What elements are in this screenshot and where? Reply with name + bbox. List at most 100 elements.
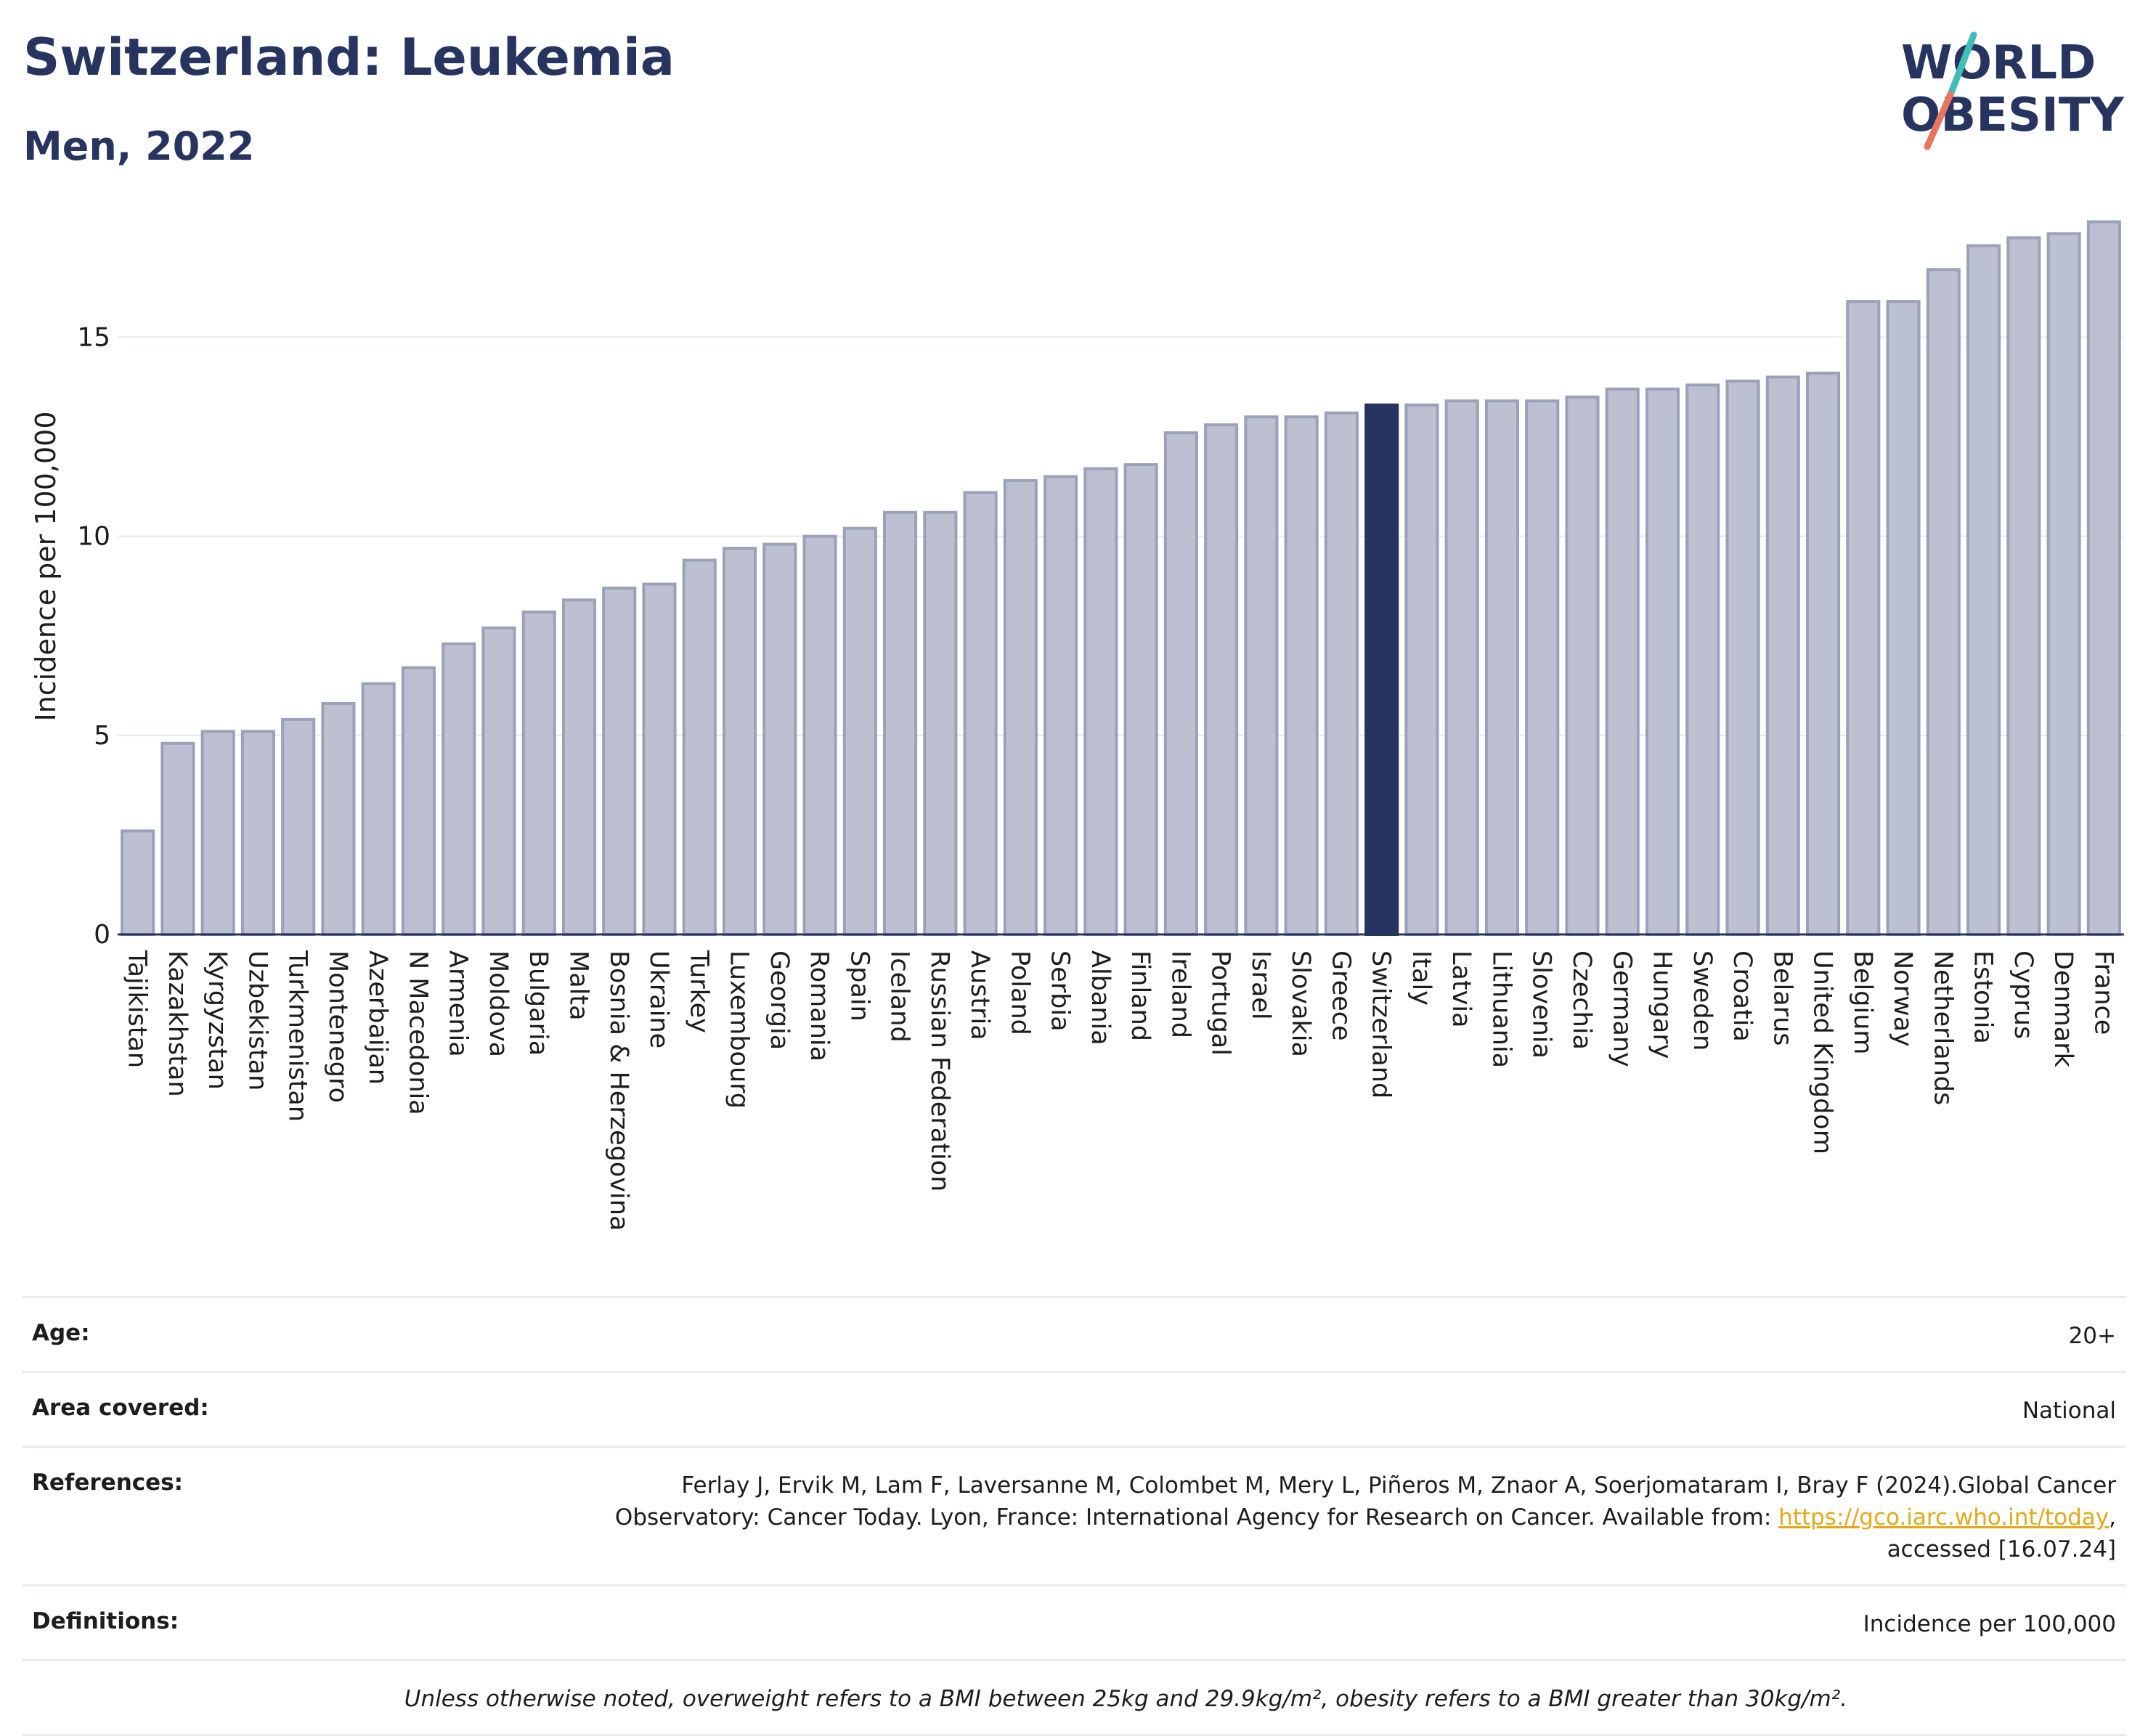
x-tick-label: Kazakhstan bbox=[163, 950, 192, 1097]
chart-subtitle: Men, 2022 bbox=[23, 123, 255, 169]
bar-norway bbox=[1886, 300, 1921, 936]
x-tick-label: Albania bbox=[1086, 950, 1115, 1046]
x-tick-label: Bosnia & Herzegovina bbox=[604, 950, 633, 1231]
bar-belarus bbox=[1765, 375, 1800, 936]
age-label: Age: bbox=[32, 1320, 90, 1346]
x-tick-label: Greece bbox=[1326, 950, 1355, 1041]
bar-kyrgyzstan bbox=[200, 730, 235, 936]
x-tick-label: Austria bbox=[965, 950, 994, 1040]
bar-chart: 0 5 10 15 Tajikistan Kazakhstan Kyrgyzstan Uzbe… bbox=[30, 220, 2124, 1231]
x-tick-label: Uzbekistan bbox=[243, 950, 272, 1091]
bar-azerbaijan bbox=[361, 682, 396, 936]
bar-belgium bbox=[1846, 300, 1881, 936]
x-tick-label: Iceland bbox=[885, 950, 914, 1043]
x-tick-label: Ireland bbox=[1165, 950, 1195, 1038]
info-table: Age: 20+ Area covered: National Referenc… bbox=[22, 1296, 2126, 1736]
x-tick-label: N Macedonia bbox=[403, 950, 432, 1115]
reference-text-1: Ferlay J, Ervik M, Lam F, Laversanne M, … bbox=[681, 1472, 2116, 1499]
info-row-definitions: Definitions: Incidence per 100,000 bbox=[22, 1586, 2126, 1661]
x-tick-label: United Kingdom bbox=[1808, 950, 1837, 1154]
bar-romania bbox=[802, 534, 837, 936]
bar-kazakhstan bbox=[160, 741, 195, 936]
bars bbox=[121, 220, 2121, 937]
bar-bulgaria bbox=[521, 610, 556, 936]
y-axis-title: Incidence per 100,000 bbox=[30, 411, 62, 721]
bar-united-kingdom bbox=[1805, 371, 1841, 936]
x-tick-label: Netherlands bbox=[1928, 950, 1957, 1105]
bar-n-macedonia bbox=[401, 666, 436, 936]
bmi-note: Unless otherwise noted, overweight refer… bbox=[404, 1686, 1847, 1712]
bar-serbia bbox=[1044, 475, 1078, 936]
bar-turkmenistan bbox=[281, 717, 316, 937]
x-tick-label: Romania bbox=[805, 950, 834, 1061]
bar-ukraine bbox=[642, 582, 677, 936]
info-row-references: References: Ferlay J, Ervik M, Lam F, La… bbox=[22, 1448, 2126, 1586]
bar-switzerland bbox=[1364, 403, 1399, 936]
references-label: References: bbox=[32, 1470, 184, 1496]
bar-georgia bbox=[762, 542, 797, 936]
x-tick-label: Lithuania bbox=[1486, 950, 1516, 1068]
info-row-area: Area covered: National bbox=[22, 1373, 2126, 1448]
bar-cyprus bbox=[2006, 236, 2041, 936]
world-obesity-logo: WORLD OBESITY bbox=[1901, 31, 2124, 150]
bar-montenegro bbox=[321, 701, 356, 936]
y-tick-label: 0 bbox=[94, 920, 110, 950]
reference-text-2: Observatory: Cancer Today. Lyon, France:… bbox=[614, 1504, 1779, 1531]
definitions-value: Incidence per 100,000 bbox=[1863, 1611, 2116, 1637]
y-tick-label: 10 bbox=[77, 522, 110, 552]
x-tick-label: Malta bbox=[564, 950, 593, 1021]
x-tick-label: Latvia bbox=[1447, 950, 1476, 1028]
bar-turkey bbox=[682, 558, 717, 936]
bar-lithuania bbox=[1484, 399, 1520, 936]
x-tick-label: Moldova bbox=[484, 950, 513, 1057]
x-tick-label: Poland bbox=[1005, 950, 1034, 1035]
age-value: 20+ bbox=[2068, 1323, 2116, 1349]
bar-moldova bbox=[481, 626, 516, 936]
bar-uzbekistan bbox=[240, 730, 275, 936]
logo-slash-coral bbox=[1924, 91, 1954, 150]
bar-france bbox=[2086, 220, 2121, 936]
x-tick-label: Bulgaria bbox=[524, 950, 553, 1056]
info-row-note: Unless otherwise noted, overweight refer… bbox=[22, 1661, 2126, 1736]
bar-luxembourg bbox=[722, 547, 757, 936]
info-row-age: Age: 20+ bbox=[22, 1298, 2126, 1373]
x-tick-label: Serbia bbox=[1046, 950, 1075, 1032]
reference-text-4: accessed [16.07.24] bbox=[1887, 1536, 2116, 1562]
bar-bosnia-herzegovina bbox=[602, 586, 637, 936]
bar-netherlands bbox=[1926, 268, 1961, 936]
reference-link[interactable]: https://gco.iarc.who.int/today bbox=[1778, 1504, 2110, 1531]
x-tick-label: Ukraine bbox=[644, 950, 673, 1048]
bar-slovenia bbox=[1525, 399, 1560, 936]
area-label: Area covered: bbox=[32, 1395, 209, 1421]
x-tick-label: Finland bbox=[1126, 950, 1155, 1041]
x-tick-label: Hungary bbox=[1648, 950, 1677, 1059]
logo-slash-teal bbox=[1947, 31, 1977, 98]
x-tick-label: Luxembourg bbox=[725, 950, 754, 1109]
bar-poland bbox=[1003, 478, 1038, 936]
definitions-label: Definitions: bbox=[32, 1608, 179, 1634]
bar-tajikistan bbox=[121, 829, 155, 937]
x-tick-label: Italy bbox=[1407, 950, 1436, 1006]
x-tick-label: Switzerland bbox=[1367, 950, 1396, 1099]
y-tick-label: 15 bbox=[77, 323, 110, 353]
x-tick-label: Azerbaijan bbox=[363, 950, 392, 1085]
bar-sweden bbox=[1685, 383, 1720, 936]
bar-portugal bbox=[1204, 423, 1239, 936]
x-tick-label: Cyprus bbox=[2009, 950, 2038, 1039]
bar-austria bbox=[963, 491, 998, 936]
x-tick-label: Kyrgyzstan bbox=[203, 950, 232, 1090]
x-tick-label: Tajikistan bbox=[123, 950, 152, 1068]
bar-finland bbox=[1123, 462, 1158, 936]
x-tick-label: Slovenia bbox=[1527, 950, 1556, 1059]
bar-iceland bbox=[883, 510, 918, 936]
references-value: Ferlay J, Ervik M, Lam F, Laversanne M, … bbox=[615, 1470, 2116, 1565]
bar-italy bbox=[1404, 403, 1439, 936]
x-tick-label: Slovakia bbox=[1286, 950, 1315, 1057]
x-tick-label: Estonia bbox=[1969, 950, 1998, 1044]
bar-israel bbox=[1244, 415, 1279, 936]
bar-malta bbox=[561, 598, 597, 937]
bar-germany bbox=[1605, 387, 1640, 936]
bar-hungary bbox=[1645, 387, 1680, 936]
bar-russian-federation bbox=[923, 510, 958, 936]
x-tick-label: Spain bbox=[845, 950, 874, 1022]
